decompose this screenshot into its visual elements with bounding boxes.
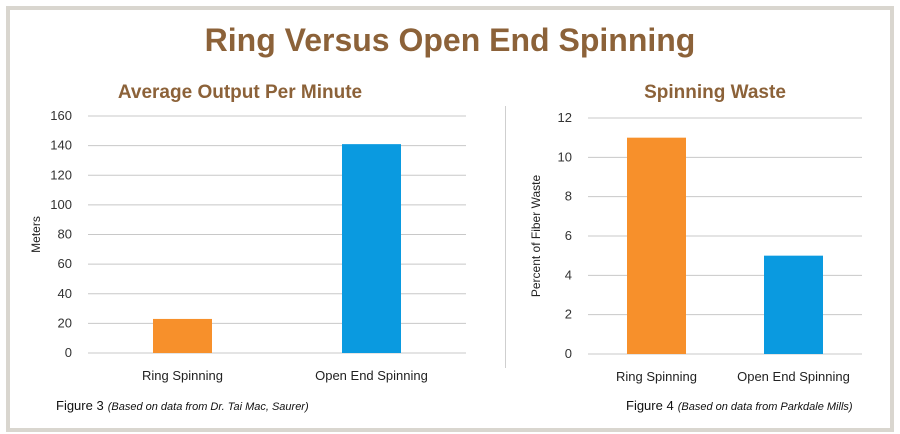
output-bar-1 — [342, 144, 401, 353]
output-y-tick-label: 60 — [58, 256, 72, 271]
page-title: Ring Versus Open End Spinning — [204, 22, 696, 58]
waste-y-tick-label: 0 — [565, 346, 572, 361]
left-figure-label: Figure 3 — [56, 398, 104, 413]
waste-bar-chart: 0 2 4 6 8 10 12 Ring Spinning Open End Spinning P… — [529, 110, 862, 384]
output-y-tick-label: 40 — [58, 286, 72, 301]
left-figure-caption: Figure 3 (Based on data from Dr. Tai Mac,… — [56, 398, 309, 413]
right-chart-title: Spinning Waste — [644, 82, 786, 103]
output-y-axis-title: Meters — [29, 216, 43, 253]
output-y-tick-label: 160 — [50, 108, 72, 123]
waste-category-label: Ring Spinning — [616, 369, 697, 384]
waste-y-tick-label: 8 — [565, 189, 572, 204]
chart-divider — [505, 106, 506, 368]
output-category-label: Open End Spinning — [315, 368, 428, 383]
output-bar-0 — [153, 318, 212, 353]
waste-y-tick-label: 12 — [558, 110, 572, 125]
waste-bar-0 — [627, 137, 686, 354]
left-chart-title: Average Output Per Minute — [117, 82, 363, 103]
output-y-tick-label: 120 — [50, 167, 72, 182]
output-y-tick-label: 80 — [58, 227, 72, 242]
waste-y-tick-label: 4 — [565, 267, 572, 282]
output-y-tick-label: 0 — [65, 345, 72, 360]
right-figure-caption: Figure 4 (Based on data from Parkdale Mil… — [626, 398, 853, 413]
output-y-tick-label: 140 — [50, 138, 72, 153]
left-figure-note: (Based on data from Dr. Tai Mac, Saurer) — [107, 401, 309, 413]
waste-y-tick-label: 10 — [558, 149, 572, 164]
output-y-tick-label: 100 — [50, 197, 72, 212]
waste-y-axis-title: Percent of Fiber Waste — [529, 175, 543, 298]
output-category-label: Ring Spinning — [142, 368, 223, 383]
waste-y-tick-label: 2 — [565, 307, 572, 322]
waste-category-label: Open End Spinning — [737, 369, 850, 384]
waste-bar-1 — [764, 255, 823, 354]
right-figure-note: (Based on data from Parkdale Mills) — [677, 401, 853, 413]
output-bar-chart: 0 20 40 60 80 100 120 140 160 Ring Spinning Open E… — [29, 108, 466, 383]
chart-frame: Ring Versus Open End Spinning Average Ou… — [6, 6, 894, 432]
waste-y-tick-label: 6 — [565, 228, 572, 243]
output-y-tick-label: 20 — [58, 315, 72, 330]
right-figure-label: Figure 4 — [626, 398, 674, 413]
